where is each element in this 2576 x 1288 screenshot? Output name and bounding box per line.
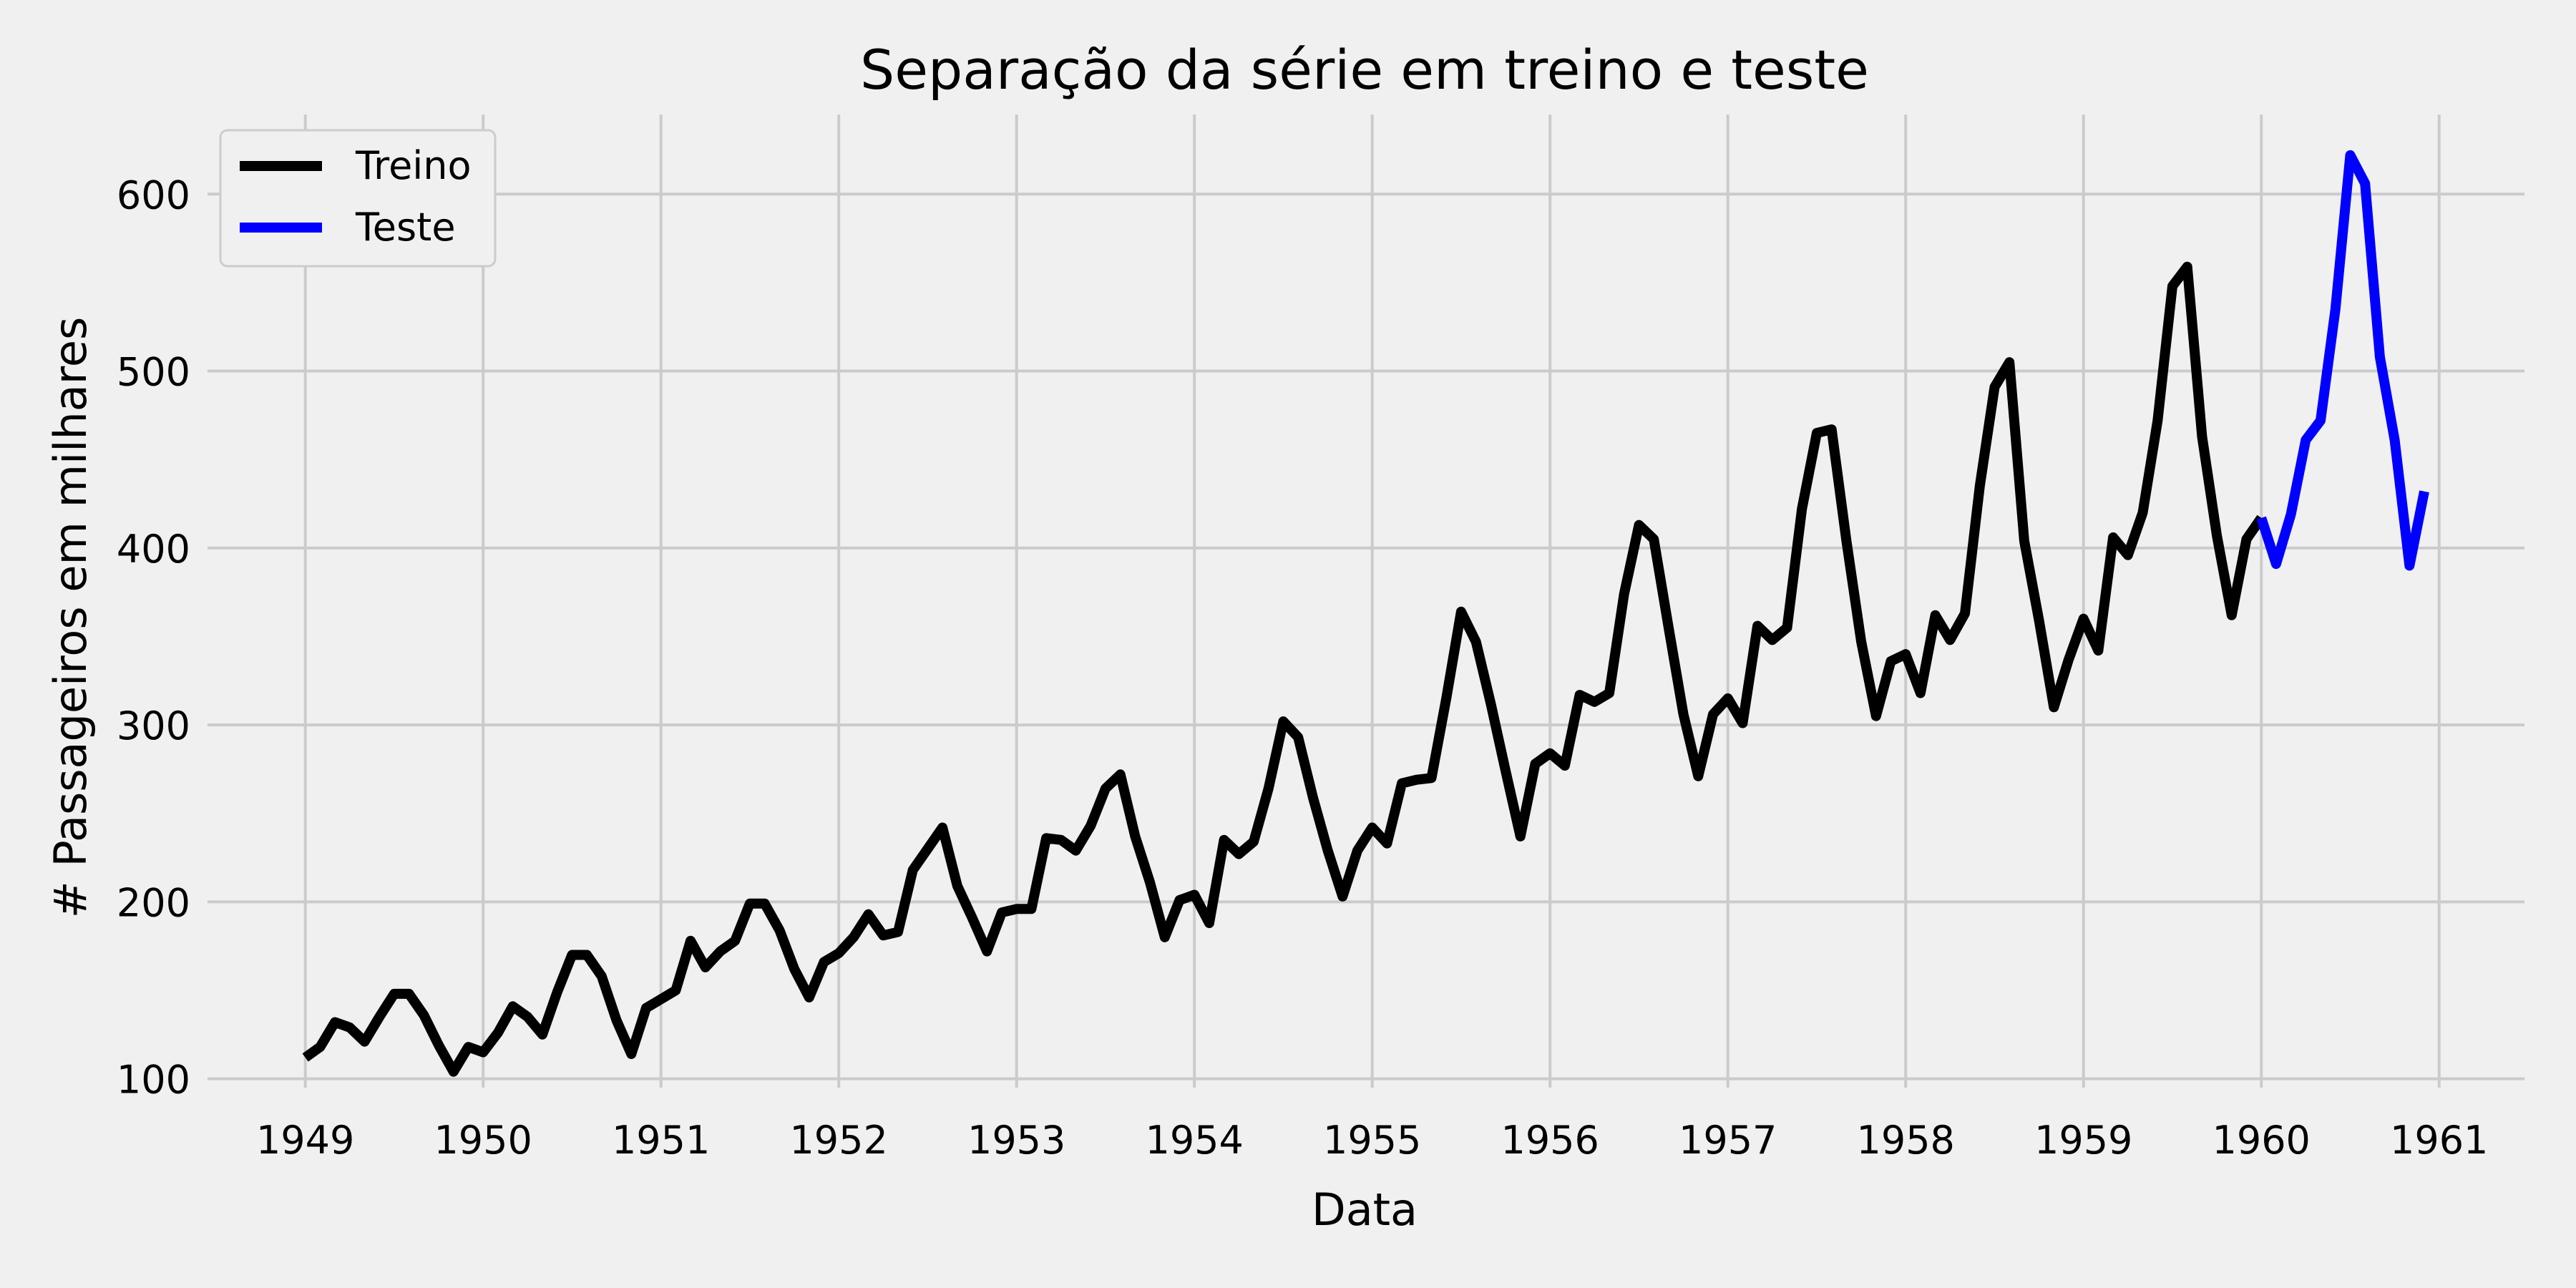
- series-line-treino: [302, 261, 2265, 1077]
- x-tick-labels: 1949 1950 1951 1952 1953 1954 1955 1956 1957 1958…: [256, 1118, 2488, 1163]
- x-tick-label: 1950: [434, 1118, 532, 1163]
- x-axis-label: Data: [1312, 1184, 1418, 1236]
- x-tick-label: 1951: [612, 1118, 710, 1163]
- chart-title: Separação da série em treino e teste: [860, 38, 1869, 102]
- x-tick-label: 1953: [967, 1118, 1065, 1163]
- x-tick-label: 1959: [2034, 1118, 2132, 1163]
- y-tick-label: 300: [117, 703, 190, 748]
- y-tick-label: 500: [117, 350, 190, 395]
- y-tick-label: 200: [117, 880, 190, 925]
- legend: Treino Teste: [219, 129, 497, 268]
- series-line-teste: [2256, 150, 2429, 571]
- y-tick-label: 100: [117, 1058, 190, 1103]
- legend-label-treino: Treino: [355, 143, 472, 188]
- y-tick-label: 600: [117, 172, 190, 218]
- grid: [208, 114, 2524, 1088]
- x-tick-label: 1955: [1323, 1118, 1421, 1163]
- x-tick-label: 1957: [1679, 1118, 1777, 1163]
- series-lines: [302, 150, 2429, 1077]
- x-tick-label: 1954: [1145, 1118, 1243, 1163]
- x-tick-label: 1958: [1856, 1118, 1954, 1163]
- legend-label-teste: Teste: [355, 205, 456, 250]
- x-tick-label: 1961: [2390, 1118, 2488, 1163]
- x-tick-label: 1949: [256, 1118, 354, 1163]
- x-tick-label: 1956: [1501, 1118, 1599, 1163]
- y-axis-label: # Passageiros em milhares: [44, 317, 97, 919]
- y-tick-label: 400: [117, 527, 190, 572]
- x-tick-label: 1952: [789, 1118, 887, 1163]
- y-tick-labels: 100 200 300 400 500 600: [117, 172, 190, 1102]
- x-tick-label: 1960: [2212, 1118, 2310, 1163]
